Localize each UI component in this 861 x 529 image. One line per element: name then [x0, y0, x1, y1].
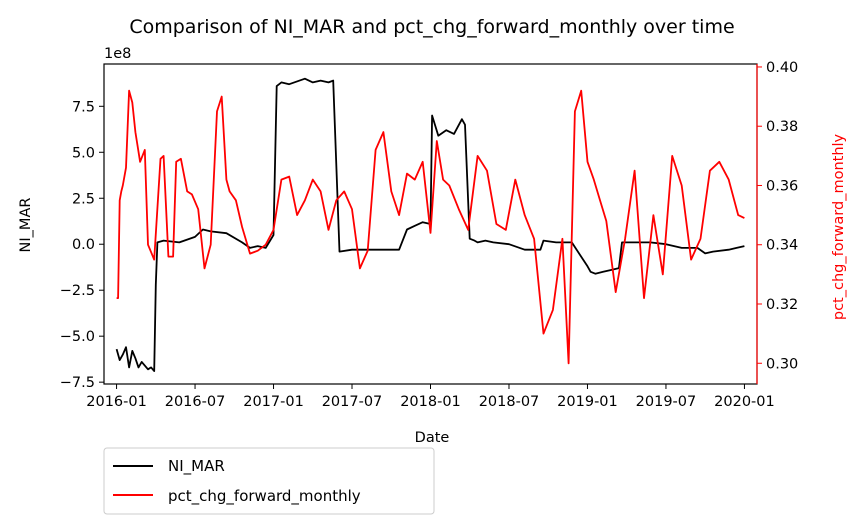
x-tick-label: 2017-01 — [243, 394, 304, 410]
x-tick-label: 2016-01 — [86, 394, 147, 410]
chart-title: Comparison of NI_MAR and pct_chg_forward… — [129, 16, 734, 38]
y-axis-title: NI_MAR — [18, 198, 34, 253]
legend: NI_MAR pct_chg_forward_monthly — [103, 447, 435, 515]
y-axis-left: −7.5 −5.0 −2.5 0.0 2.5 5.0 7.5 — [60, 99, 104, 391]
y-tick-label: 2.5 — [72, 191, 95, 207]
ni-mar-series-group — [115, 77, 745, 373]
y-tick-label: 0.0 — [72, 237, 95, 253]
y2-tick-label: 0.32 — [766, 297, 798, 313]
legend-frame — [103, 447, 435, 515]
y-tick-label: −2.5 — [60, 283, 95, 299]
x-axis: 2016-01 2016-07 2017-01 2017-07 2018-01 2018-… — [86, 384, 775, 410]
y2-tick-label: 0.30 — [766, 356, 798, 372]
y2-tick-label: 0.38 — [766, 119, 798, 135]
plot-area — [103, 63, 758, 385]
y-offset-text: 1e8 — [104, 46, 131, 62]
x-tick-label: 2019-01 — [557, 394, 618, 410]
pct-chg-series-group — [116, 89, 745, 365]
pct-chg-forward-monthly-line — [116, 89, 745, 365]
x-tick-label: 2018-01 — [400, 394, 461, 410]
y-axis-right-title: pct_chg_forward_monthly — [831, 133, 847, 320]
y-tick-label: −7.5 — [60, 375, 95, 391]
y-tick-label: 5.0 — [72, 145, 95, 161]
x-tick-label: 2020-01 — [714, 394, 775, 410]
legend-label-pct-chg: pct_chg_forward_monthly — [168, 487, 361, 506]
ni-mar-line — [115, 77, 745, 373]
x-tick-label: 2019-07 — [636, 394, 697, 410]
x-tick-label: 2018-07 — [479, 394, 540, 410]
y-tick-label: −5.0 — [60, 329, 95, 345]
y-tick-label: 7.5 — [72, 99, 95, 115]
legend-label-ni-mar: NI_MAR — [168, 457, 225, 476]
x-axis-title: Date — [415, 430, 450, 446]
y2-tick-label: 0.40 — [766, 60, 798, 76]
y2-tick-label: 0.36 — [766, 178, 798, 194]
x-tick-label: 2017-07 — [322, 394, 383, 410]
x-tick-label: 2016-07 — [165, 394, 226, 410]
y-axis-right: 0.30 0.32 0.34 0.36 0.38 0.40 — [756, 60, 798, 384]
y2-tick-label: 0.34 — [766, 238, 798, 254]
